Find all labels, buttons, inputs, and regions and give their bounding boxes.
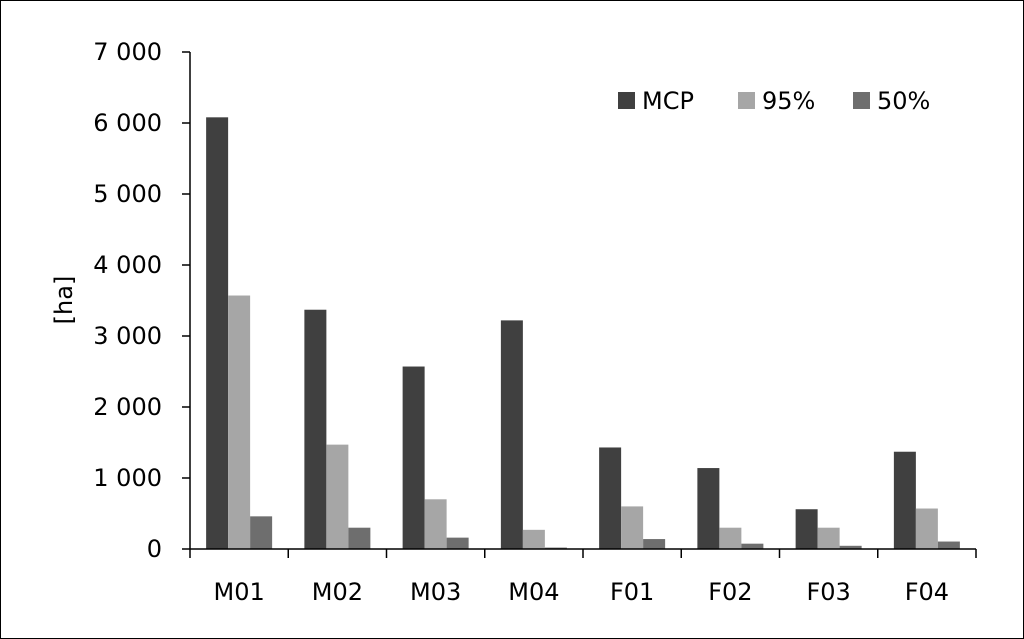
- bar-m03-mcp: [402, 366, 425, 549]
- bar-f03-mcp: [795, 509, 818, 549]
- bar-m02-50pct: [348, 527, 371, 549]
- x-tick-label: M01: [214, 578, 265, 606]
- y-tick-label: 5 000: [93, 180, 162, 208]
- bar-m02-mcp: [304, 309, 327, 549]
- bar-m01-mcp: [206, 117, 229, 549]
- y-axis-title: [ha]: [50, 276, 78, 325]
- x-tick-label: M03: [410, 578, 461, 606]
- x-tick-label: F02: [708, 578, 752, 606]
- x-tick-label: M04: [508, 578, 559, 606]
- legend-label: 95%: [762, 87, 815, 115]
- y-tick-label: 6 000: [93, 109, 162, 137]
- bar-m01-95pct: [228, 295, 251, 549]
- x-tick-label: M02: [312, 578, 363, 606]
- legend-label: 50%: [877, 87, 930, 115]
- bar-f03-50pct: [839, 545, 862, 549]
- y-tick-label: 2 000: [93, 393, 162, 421]
- y-tick-label: 0: [147, 535, 162, 563]
- y-tick-label: 1 000: [93, 464, 162, 492]
- x-tick-label: F03: [806, 578, 850, 606]
- bar-m02-95pct: [326, 444, 349, 549]
- y-tick-label: 4 000: [93, 251, 162, 279]
- bar-f01-50pct: [643, 539, 666, 549]
- legend: MCP 95% 50%: [618, 87, 930, 115]
- bar-f01-mcp: [599, 447, 622, 549]
- bar-f04-95pct: [915, 508, 938, 549]
- y-tick-label: 7 000: [93, 38, 162, 66]
- legend-label: MCP: [642, 87, 694, 115]
- bars-group: [206, 117, 960, 549]
- bar-m01-50pct: [250, 516, 273, 549]
- legend-swatch-mcp: [618, 92, 635, 109]
- bar-m03-95pct: [424, 499, 447, 549]
- bar-f03-95pct: [817, 527, 840, 549]
- y-tick-label: 3 000: [93, 322, 162, 350]
- legend-swatch-95pct: [738, 92, 755, 109]
- bar-m04-95pct: [522, 529, 545, 549]
- bar-f02-mcp: [697, 468, 720, 549]
- legend-swatch-50pct: [853, 92, 870, 109]
- x-tick-label: F04: [905, 578, 949, 606]
- bar-f04-mcp: [893, 451, 916, 549]
- bar-f01-95pct: [621, 506, 644, 549]
- axes-group: 0 1 000 2 000 3 000 4 000 5 000 6 000 7 000 M01 M…: [93, 38, 977, 606]
- bar-m03-50pct: [446, 537, 469, 549]
- bar-m04-mcp: [500, 320, 523, 549]
- bar-f02-95pct: [719, 527, 742, 549]
- bar-f04-50pct: [937, 541, 960, 549]
- x-tick-label: F01: [610, 578, 654, 606]
- bar-f02-50pct: [741, 543, 764, 549]
